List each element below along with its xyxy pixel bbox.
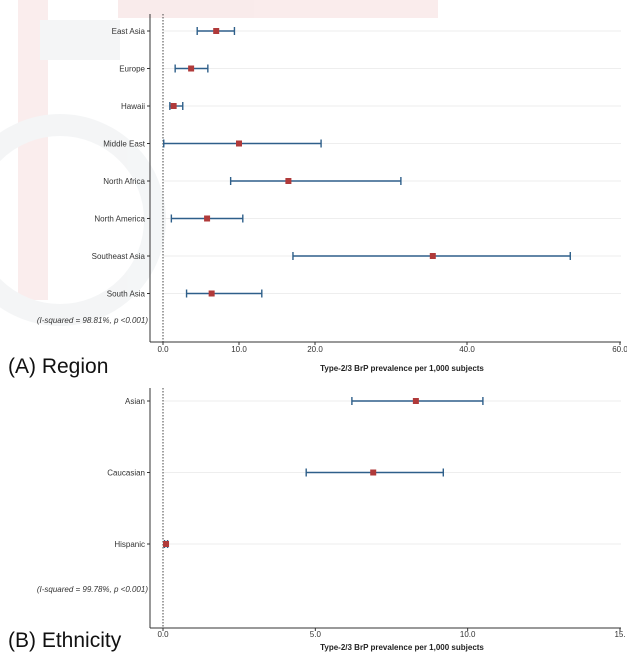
- point-estimate-marker: [285, 178, 292, 184]
- category-label: Hispanic: [114, 540, 145, 549]
- x-axis-label: Type-2/3 BrP prevalence per 1,000 subjec…: [320, 364, 484, 373]
- category-label: Asian: [125, 397, 145, 406]
- point-estimate-marker: [236, 140, 242, 147]
- point-estimate-marker: [204, 215, 211, 222]
- point-estimate-marker: [429, 253, 436, 259]
- x-axis-label: Type-2/3 BrP prevalence per 1,000 subjec…: [320, 643, 484, 652]
- panel-label: (B) Ethnicity: [8, 629, 122, 652]
- x-tick-label: 15.: [614, 630, 625, 639]
- x-tick-label: 40.0: [459, 345, 475, 354]
- x-tick-label: 10.0: [460, 630, 476, 639]
- panel-a-region: 0.0 10.0 20.0 40.0 60.0 Type-2/3 BrP prevalen…: [8, 14, 627, 378]
- x-tick-label: 60.0: [612, 345, 627, 354]
- category-label: Hawaii: [121, 102, 145, 111]
- heterogeneity-note: (I-squared = 99.78%, p <0.001): [37, 585, 149, 594]
- category-label: North Africa: [103, 177, 145, 186]
- category-label: East Asia: [112, 27, 146, 36]
- point-estimate-marker: [213, 28, 220, 34]
- category-label: Southeast Asia: [92, 252, 146, 261]
- panel-b-ethnicity: 0.0 5.0 10.0 15. Type-2/3 BrP prevalence per…: [8, 388, 626, 652]
- watermark: [0, 0, 438, 326]
- category-label: Caucasian: [107, 469, 145, 478]
- point-estimate-marker: [412, 398, 419, 404]
- x-tick-label: 5.0: [310, 630, 322, 639]
- x-tick-label: 10.0: [231, 345, 247, 354]
- category-label: North America: [94, 215, 145, 224]
- point-estimate-marker: [170, 103, 177, 109]
- point-estimate-marker: [208, 290, 215, 297]
- x-tick-label: 20.0: [307, 345, 323, 354]
- category-label: South Asia: [107, 290, 146, 299]
- x-tick-label: 0.0: [157, 345, 169, 354]
- point-estimate-marker: [163, 541, 170, 547]
- x-tick-label: 0.0: [157, 630, 169, 639]
- panel-label: (A) Region: [8, 355, 108, 378]
- category-label: Middle East: [103, 140, 146, 149]
- heterogeneity-note: (I-squared = 98.81%, p <0.001): [37, 316, 149, 325]
- point-estimate-marker: [188, 65, 195, 72]
- category-label: Europe: [119, 65, 145, 74]
- point-estimate-marker: [370, 469, 377, 476]
